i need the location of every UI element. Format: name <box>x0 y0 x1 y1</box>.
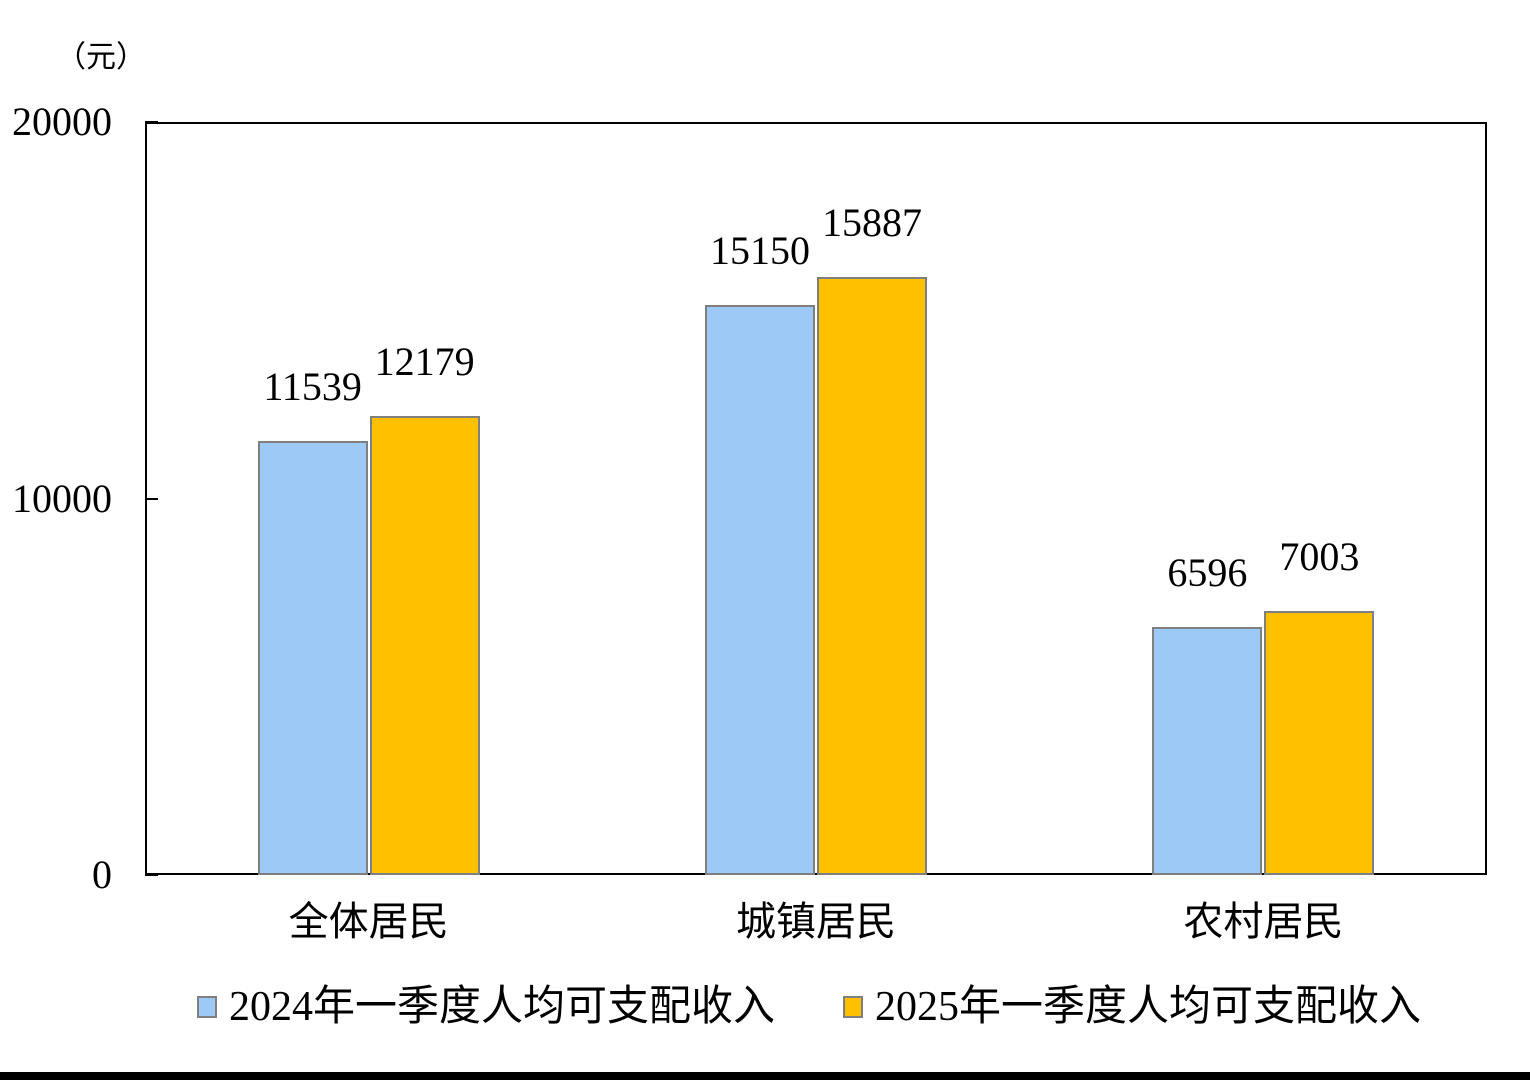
bar-series-1 <box>257 440 368 875</box>
legend-label: 2025年一季度人均可支配收入 <box>875 984 1422 1030</box>
category-label: 全体居民 <box>288 899 449 944</box>
y-tick-mark <box>145 497 158 500</box>
y-tick-label: 20000 <box>12 99 112 144</box>
y-axis-unit-label: （元） <box>56 41 146 74</box>
legend-swatch-icon <box>197 996 217 1018</box>
y-tick-label: 10000 <box>12 475 112 521</box>
y-tick-label: 0 <box>92 852 112 897</box>
bar-value-label: 15150 <box>710 227 810 273</box>
bar-value-label: 11539 <box>263 363 362 409</box>
plot-area <box>145 122 1487 875</box>
legend-item: 2024年一季度人均可支配收入 <box>197 982 775 1032</box>
bar-value-label: 12179 <box>374 339 475 385</box>
bar-series-2 <box>369 416 480 875</box>
bar-value-label: 7003 <box>1279 534 1360 580</box>
category-label: 城镇居民 <box>736 899 896 944</box>
bar-value-label: 15887 <box>822 199 922 245</box>
bar-series-1 <box>1152 626 1263 875</box>
bottom-border-bar <box>0 1072 1530 1080</box>
y-tick-mark <box>145 874 158 876</box>
bar-series-2 <box>817 276 927 875</box>
y-tick-mark <box>145 121 158 123</box>
legend-label: 2024年一季度人均可支配收入 <box>229 984 776 1030</box>
bar-value-label: 6596 <box>1167 549 1248 595</box>
bar-series-2 <box>1264 611 1375 875</box>
category-label: 农村居民 <box>1183 899 1344 944</box>
legend-item: 2025年一季度人均可支配收入 <box>843 982 1421 1032</box>
bar-series-1 <box>705 304 815 875</box>
legend-swatch-icon <box>843 996 863 1018</box>
